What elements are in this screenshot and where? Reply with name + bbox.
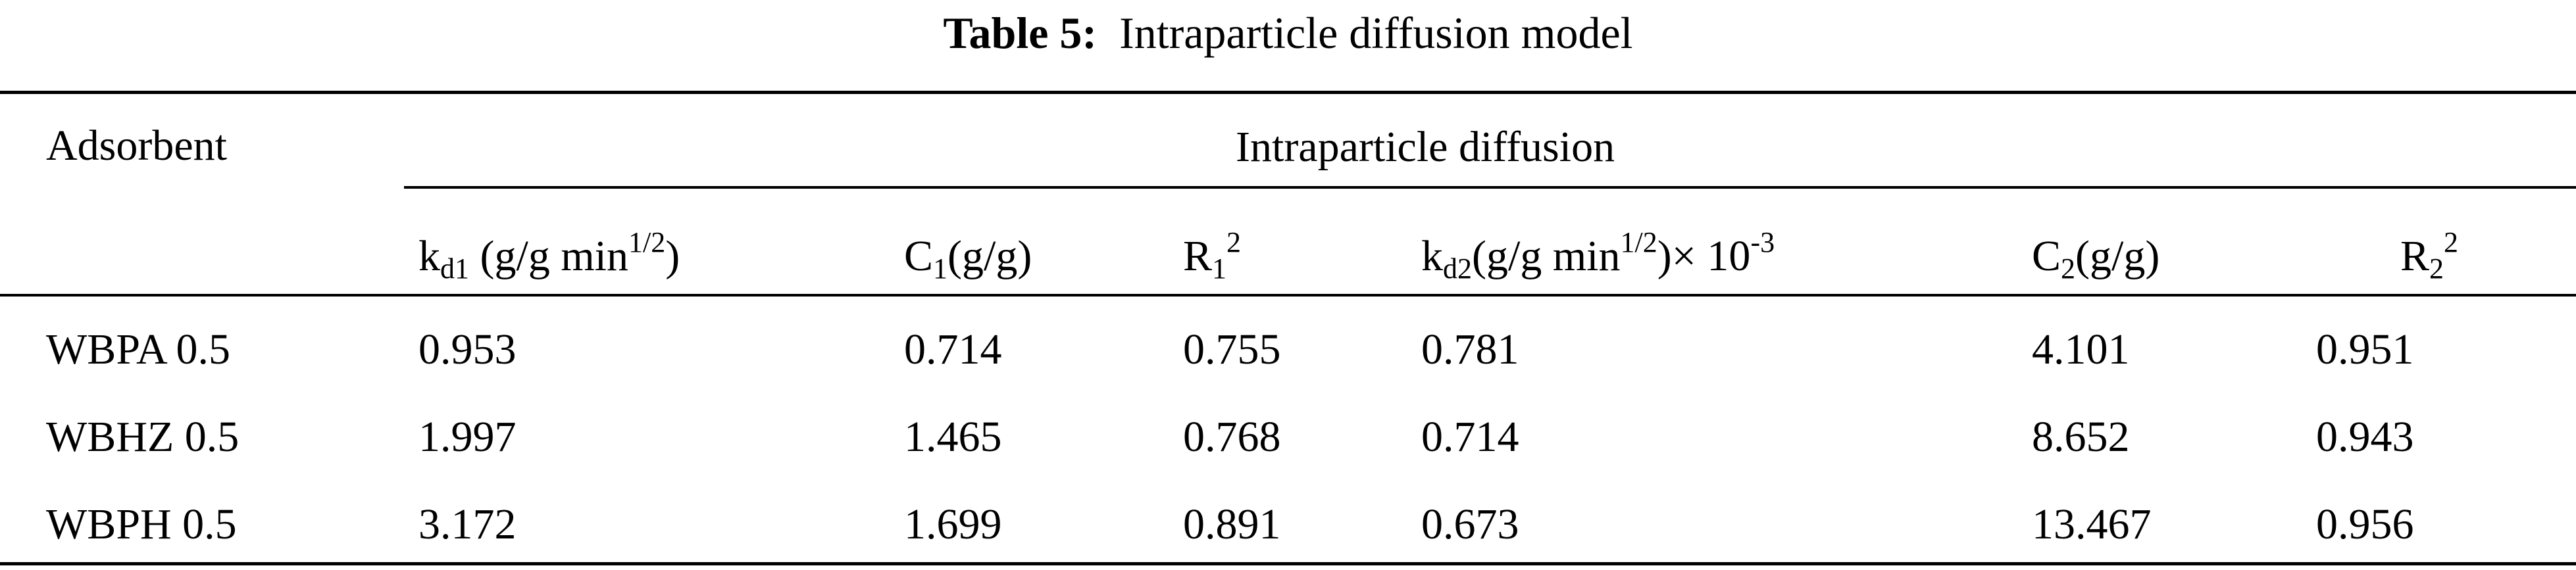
row-2-c2: 8.652 (2032, 413, 2130, 461)
table-top-rule (0, 91, 2576, 94)
header-c1-sub: 1 (933, 252, 948, 285)
header-c2: C2(g/g) (2032, 230, 2159, 283)
row-2-r2: 0.943 (2316, 413, 2414, 461)
header-c2-end: (g/g) (2075, 232, 2160, 280)
row-3-r2: 0.956 (2316, 500, 2414, 548)
header-r1-base: R (1183, 232, 1213, 280)
row-2-c1: 1.465 (904, 413, 1002, 461)
table-caption: Table 5: Intraparticle diffusion model (0, 0, 2576, 66)
header-r1-sup: 2 (1226, 226, 1242, 258)
row-3-kd1: 3.172 (418, 500, 517, 548)
row-3-adsorbent: WBPH 0.5 (46, 500, 237, 548)
row-1-r2: 0.951 (2316, 325, 2414, 373)
header-r2: R22 (2400, 228, 2458, 285)
header-c1-base: C (904, 232, 934, 280)
header-c1: C1(g/g) (904, 230, 1032, 283)
header-c2-base: C (2032, 232, 2061, 280)
row-1-c1: 0.714 (904, 325, 1002, 373)
header-kd2-sup2: -3 (1750, 226, 1775, 258)
row-1-r1: 0.755 (1183, 325, 1281, 373)
header-kd1-base: k (418, 232, 440, 280)
header-bottom-rule (0, 294, 2576, 297)
table-caption-text: Intraparticle diffusion model (1119, 8, 1633, 58)
row-3-r1: 0.891 (1183, 500, 1281, 548)
header-kd2-mid2: )× 10 (1657, 232, 1751, 280)
row-1-kd1: 0.953 (418, 325, 517, 373)
header-r2-base: R (2400, 232, 2430, 280)
header-r1-sub: 1 (1212, 252, 1227, 285)
header-r1: R12 (1183, 228, 1241, 285)
row-1-c2: 4.101 (2032, 325, 2130, 373)
header-kd1: kd1 (g/g min1/2) (418, 228, 680, 285)
header-r2-sup: 2 (2444, 226, 2459, 258)
header-kd1-end: ) (665, 232, 680, 280)
header-adsorbent: Adsorbent (46, 122, 227, 170)
row-1-adsorbent: WBPA 0.5 (46, 325, 230, 373)
table-bottom-rule (0, 562, 2576, 565)
header-kd2-base: k (1421, 232, 1443, 280)
table-caption-label: Table 5: (943, 8, 1098, 58)
header-kd1-sup: 1/2 (628, 226, 666, 258)
header-kd2-sub: d2 (1443, 252, 1472, 285)
row-2-kd1: 1.997 (418, 413, 517, 461)
header-r2-sub: 2 (2429, 252, 2444, 285)
header-kd1-mid: (g/g min (469, 232, 629, 280)
header-c1-end: (g/g) (947, 232, 1032, 280)
row-2-kd2: 0.714 (1421, 413, 1519, 461)
header-kd2: kd2(g/g min1/2)× 10-3 (1421, 228, 1775, 285)
header-group-intraparticle-diffusion: Intraparticle diffusion (1236, 123, 1615, 171)
group-header-rule (404, 186, 2576, 189)
row-2-adsorbent: WBHZ 0.5 (46, 413, 240, 461)
header-kd2-sup: 1/2 (1620, 226, 1657, 258)
header-kd1-sub: d1 (440, 252, 469, 285)
row-3-kd2: 0.673 (1421, 500, 1519, 548)
row-1-kd2: 0.781 (1421, 325, 1519, 373)
row-3-c1: 1.699 (904, 500, 1002, 548)
header-c2-sub: 2 (2061, 252, 2076, 285)
header-kd2-mid: (g/g min (1472, 232, 1621, 280)
row-2-r1: 0.768 (1183, 413, 1281, 461)
row-3-c2: 13.467 (2032, 500, 2152, 548)
